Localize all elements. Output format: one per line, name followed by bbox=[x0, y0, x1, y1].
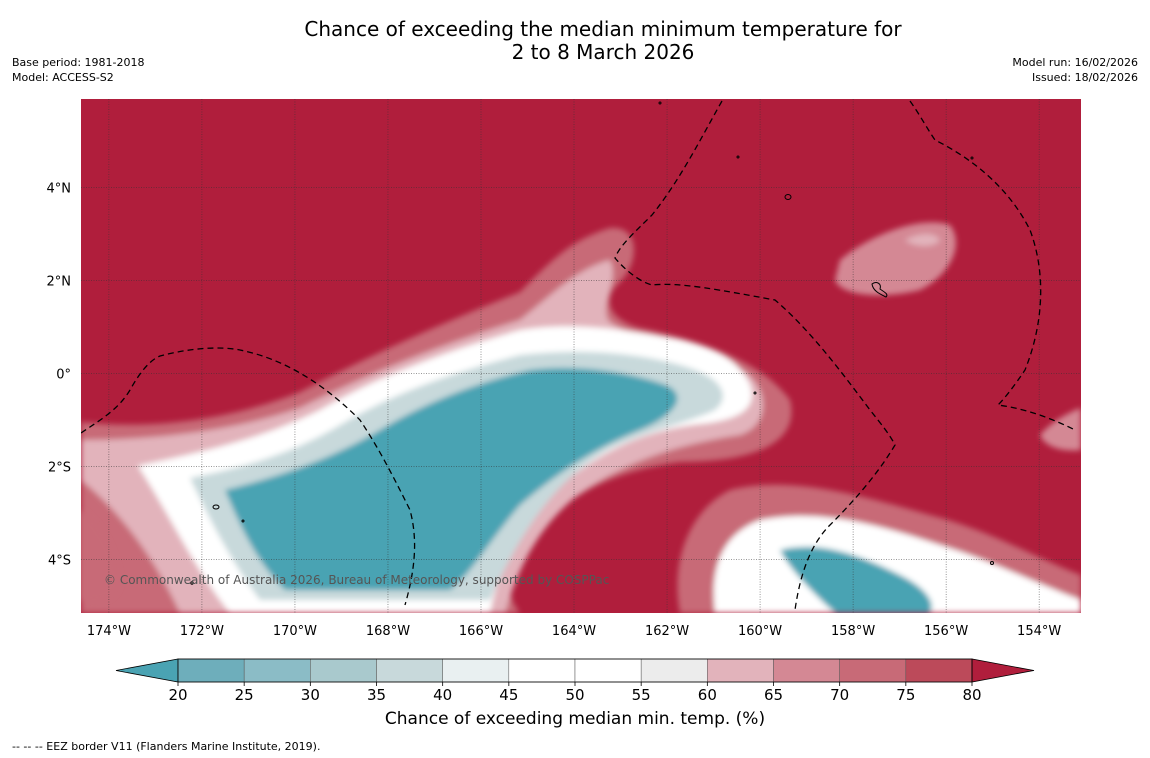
colorbar-segment bbox=[839, 658, 907, 683]
colorbar-tick-label: 35 bbox=[367, 686, 386, 704]
island-jarvis bbox=[784, 194, 792, 200]
latitude-label: 4°S bbox=[48, 554, 71, 569]
colorbar-tick-label: 45 bbox=[499, 686, 518, 704]
colorbar-label: Chance of exceeding median min. temp. (%… bbox=[384, 709, 766, 729]
colorbar-tick-label: 75 bbox=[896, 686, 915, 704]
colorbar-tick-label: 40 bbox=[433, 686, 452, 704]
latitude-label: 0° bbox=[56, 367, 71, 382]
west-patch bbox=[81, 510, 120, 602]
issued-date: Issued: 18/02/2026 bbox=[1031, 71, 1138, 84]
colorbar-segment bbox=[177, 658, 245, 683]
colorbar-tick-label: 65 bbox=[764, 686, 783, 704]
title-line-1: Chance of exceeding the median minimum t… bbox=[304, 17, 902, 41]
colorbar-segment bbox=[707, 658, 774, 683]
longitude-label: 168°W bbox=[366, 624, 410, 639]
colorbar-tick-label: 70 bbox=[830, 686, 849, 704]
longitude-label: 174°W bbox=[87, 624, 131, 639]
island-small-2 bbox=[190, 581, 194, 585]
meta-right: Model run: 16/02/2026 Issued: 18/02/2026 bbox=[1012, 55, 1138, 85]
se-level-50 bbox=[713, 516, 1081, 613]
latitude-label: 2°S bbox=[48, 460, 71, 475]
island-small-4 bbox=[658, 101, 662, 105]
title-line-2: 2 to 8 March 2026 bbox=[511, 40, 695, 64]
longitude-label: 172°W bbox=[180, 624, 224, 639]
island-small-6 bbox=[753, 391, 757, 395]
colorbar-segment bbox=[442, 658, 510, 683]
island-kiritimati bbox=[871, 282, 888, 298]
colorbar-tick-label: 20 bbox=[168, 686, 187, 704]
model-name: Model: ACCESS-S2 bbox=[12, 71, 114, 84]
colorbar-segment bbox=[376, 658, 443, 683]
islands bbox=[190, 101, 994, 585]
longitude-label: 164°W bbox=[552, 624, 596, 639]
colorbar-tick-label: 25 bbox=[235, 686, 254, 704]
se-level-25 bbox=[780, 546, 932, 613]
colorbar-tick-label: 55 bbox=[632, 686, 651, 704]
colorbar-segment bbox=[310, 658, 377, 683]
island-howland bbox=[990, 561, 994, 565]
colorbar-segment bbox=[905, 658, 973, 683]
model-run: Model run: 16/02/2026 bbox=[1012, 56, 1138, 69]
latitude-label: 2°N bbox=[47, 274, 72, 289]
chart-title: Chance of exceeding the median minimum t… bbox=[0, 18, 1150, 64]
island-small-5 bbox=[970, 156, 974, 160]
colorbar-segment bbox=[243, 658, 311, 683]
colorbar: 20 25 30 35 40 45 50 55 60 65 70 75 80 bbox=[115, 658, 1035, 704]
eez-border-east bbox=[909, 100, 1076, 431]
anomaly-southeast bbox=[677, 484, 1081, 613]
graticule bbox=[81, 99, 1081, 613]
island-small-1 bbox=[241, 519, 245, 523]
anomaly-main-band bbox=[81, 227, 792, 613]
colorbar-tick-label: 50 bbox=[565, 686, 584, 704]
meta-left: Base period: 1981-2018 Model: ACCESS-S2 bbox=[12, 55, 144, 85]
colorbar-tick-label: 80 bbox=[962, 686, 981, 704]
island-small-3 bbox=[736, 155, 740, 159]
colorbar-tick-label: 60 bbox=[698, 686, 717, 704]
longitude-label: 170°W bbox=[273, 624, 317, 639]
longitude-label: 162°W bbox=[645, 624, 689, 639]
base-period: Base period: 1981-2018 bbox=[12, 56, 145, 69]
copyright-notice: © Commonwealth of Australia 2026, Bureau… bbox=[104, 573, 609, 587]
colorbar-segment bbox=[508, 658, 576, 683]
anomaly-patches bbox=[81, 222, 1081, 602]
colorbar-low-extension bbox=[115, 658, 179, 683]
longitude-label: 158°W bbox=[831, 624, 875, 639]
island-baker bbox=[212, 504, 220, 510]
latitude-label: 4°N bbox=[47, 181, 72, 196]
colorbar-segment bbox=[574, 658, 642, 683]
eez-border-central bbox=[614, 100, 896, 611]
ne-patch-inner bbox=[905, 234, 940, 246]
colorbar-segment bbox=[640, 658, 708, 683]
latitude-labels: 4°N 2°N 0° 2°S 4°S bbox=[47, 181, 72, 568]
eez-borders bbox=[81, 100, 1076, 611]
colorbar-segment bbox=[773, 658, 840, 683]
eez-border-west bbox=[81, 347, 416, 606]
longitude-label: 160°W bbox=[738, 624, 782, 639]
colorbar-high-extension bbox=[971, 658, 1035, 683]
map-area: © Commonwealth of Australia 2026, Bureau… bbox=[81, 99, 1081, 613]
east-patch bbox=[1040, 408, 1081, 451]
longitude-label: 156°W bbox=[924, 624, 968, 639]
eez-footnote: -- -- -- EEZ border V11 (Flanders Marine… bbox=[12, 740, 321, 753]
band-level-25 bbox=[225, 367, 678, 590]
longitude-label: 166°W bbox=[459, 624, 503, 639]
colorbar-tick-label: 30 bbox=[301, 686, 320, 704]
longitude-label: 154°W bbox=[1017, 624, 1061, 639]
longitude-labels: 174°W 172°W 170°W 168°W 166°W 164°W 162°W 160°W… bbox=[87, 624, 1062, 639]
